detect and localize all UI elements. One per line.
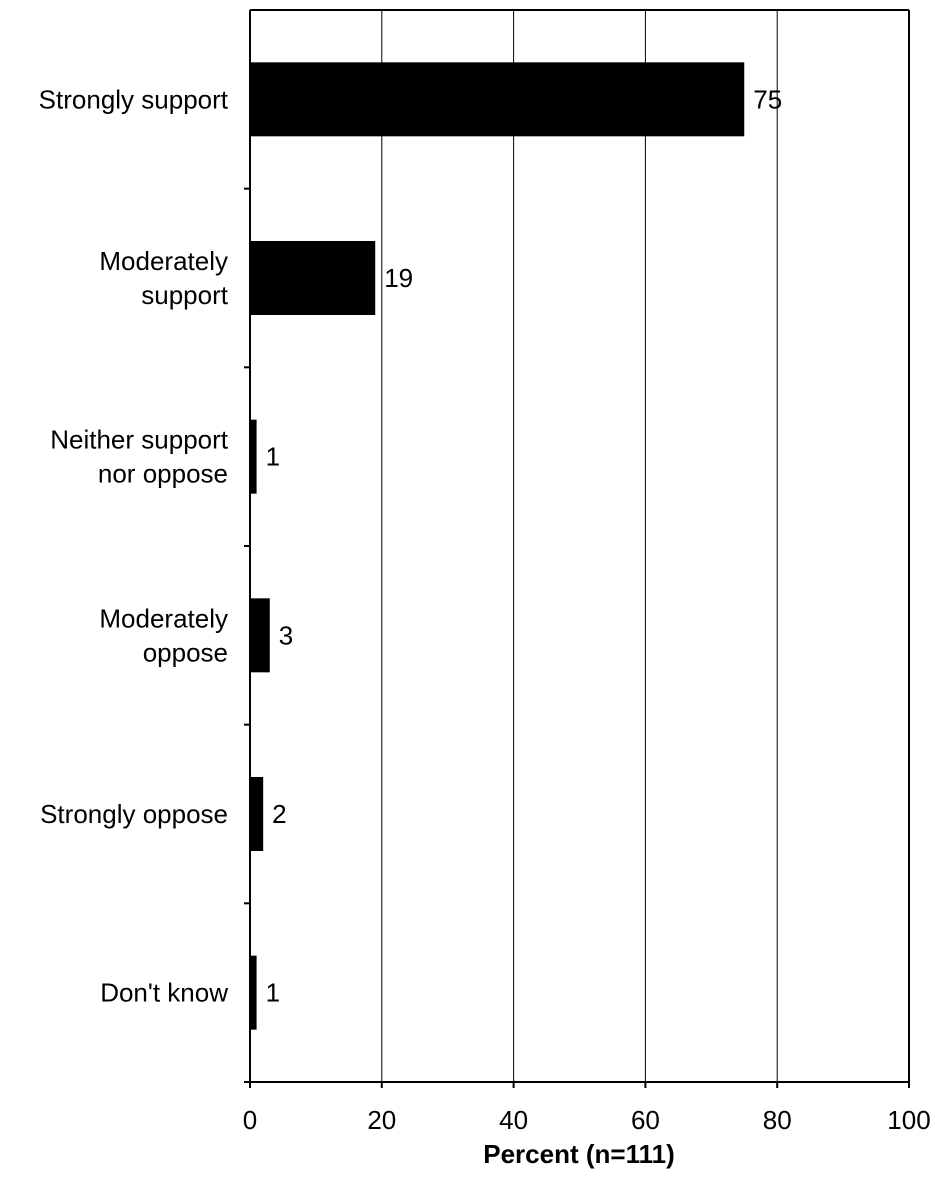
category-label-line: Don't know — [100, 978, 228, 1008]
data-label: 19 — [384, 263, 413, 293]
category-label: Neither support nor oppose — [50, 425, 229, 489]
data-label: 75 — [753, 84, 782, 114]
bar — [250, 419, 257, 494]
x-tick-label: 0 — [243, 1105, 257, 1135]
bar — [250, 598, 270, 673]
category-label: Strongly support — [39, 84, 229, 114]
x-tick-label: 20 — [367, 1105, 396, 1135]
category-label-line: support — [141, 280, 228, 310]
x-tick-label: 60 — [631, 1105, 660, 1135]
category-label-line: Strongly oppose — [40, 799, 228, 829]
category-label-line: Neither support — [50, 425, 229, 455]
x-axis-title: Percent (n=111) — [483, 1139, 675, 1169]
data-label: 1 — [266, 442, 280, 472]
labels: 0 20 40 60 80 100 75 Strongly support 19 Moderate… — [39, 84, 931, 1135]
bar — [250, 777, 264, 851]
category-label-line: Moderately — [99, 246, 228, 276]
x-tick-label: 80 — [763, 1105, 792, 1135]
x-tick-label: 100 — [887, 1105, 930, 1135]
category-label: Moderately support — [99, 246, 228, 310]
category-label: Strongly oppose — [40, 799, 228, 829]
bar — [250, 62, 745, 137]
category-label-line: Moderately — [99, 603, 228, 633]
gridlines — [381, 10, 778, 1082]
plot-frame — [244, 9, 910, 1088]
bar — [250, 955, 257, 1030]
category-label-line: Strongly support — [39, 84, 229, 114]
category-label-line: oppose — [143, 637, 228, 667]
data-label: 1 — [266, 978, 280, 1008]
category-label: Moderately oppose — [99, 603, 228, 667]
data-label: 2 — [272, 799, 286, 829]
data-label: 3 — [279, 620, 293, 650]
category-label: Don't know — [100, 978, 228, 1008]
x-tick-label: 40 — [499, 1105, 528, 1135]
bar — [250, 241, 376, 315]
category-label-line: nor oppose — [98, 459, 228, 489]
bars — [250, 62, 745, 1030]
